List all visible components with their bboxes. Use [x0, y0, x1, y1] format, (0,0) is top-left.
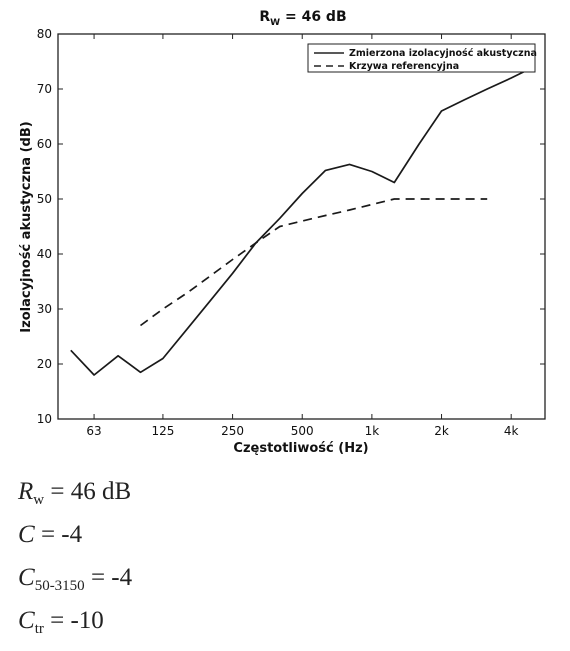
- rating-rw: Rw = 46 dB: [18, 470, 132, 513]
- chart-title: RW = 46 dB: [259, 9, 346, 28]
- y-tick-label: 40: [37, 247, 52, 261]
- x-tick-label: 500: [291, 424, 314, 438]
- x-tick-label: 2k: [434, 424, 449, 438]
- x-tick-label: 1k: [365, 424, 380, 438]
- x-axis: 63 125 250 500 1k 2k 4k: [86, 34, 519, 438]
- rating-subscript: w: [33, 492, 45, 508]
- y-tick-label: 70: [37, 82, 52, 96]
- plot-frame: [57, 33, 546, 420]
- y-tick-label: 30: [37, 302, 52, 316]
- rating-c: C = -4: [18, 513, 132, 556]
- rating-value: = -4: [84, 564, 133, 591]
- plot-series: [70, 66, 534, 376]
- x-tick-label: 63: [86, 424, 101, 438]
- rating-symbol: C: [18, 607, 35, 634]
- rating-symbol: C: [18, 564, 35, 591]
- x-tick-label: 125: [151, 424, 174, 438]
- rating-symbol: C: [18, 521, 35, 548]
- legend: Zmierzona izolacyjność akustyczna Krzywa…: [307, 43, 537, 73]
- rating-value: = -10: [43, 607, 104, 634]
- reference-curve-line: [139, 198, 488, 327]
- legend-label-reference: Krzywa referencyjna: [349, 61, 459, 72]
- y-tick-label: 20: [37, 357, 52, 371]
- y-axis-label: Izolacyjność akustyczna (dB): [19, 121, 34, 332]
- x-axis-label: Częstotliwość (Hz): [233, 441, 368, 456]
- y-tick-label: 60: [37, 137, 52, 151]
- measured-insulation-line: [70, 66, 534, 376]
- y-tick-label: 80: [37, 27, 52, 41]
- rating-ctr: Ctr = -10: [18, 599, 132, 642]
- y-tick-label: 10: [37, 412, 52, 426]
- rating-c50-3150: C50-3150 = -4: [18, 556, 132, 599]
- y-axis: 10 20 30 40 50 60 70 80: [37, 27, 545, 426]
- x-tick-label: 250: [221, 424, 244, 438]
- legend-label-measured: Zmierzona izolacyjność akustyczna: [349, 48, 537, 59]
- rating-subscript: tr: [34, 621, 44, 637]
- rating-symbol: R: [18, 478, 34, 505]
- chart-title-symbol: R: [259, 9, 270, 25]
- rating-subscript: 50-3150: [34, 578, 85, 594]
- rating-value: = 46 dB: [44, 478, 132, 505]
- y-tick-label: 50: [37, 192, 52, 206]
- rating-value: = -4: [34, 521, 83, 548]
- ratings-block: Rw = 46 dB C = -4 C50-3150 = -4 Ctr = -1…: [18, 470, 132, 642]
- legend-box: [307, 43, 536, 73]
- chart-title-subscript: W: [270, 18, 280, 28]
- chart-title-value: = 46 dB: [280, 9, 347, 25]
- x-tick-label: 4k: [504, 424, 519, 438]
